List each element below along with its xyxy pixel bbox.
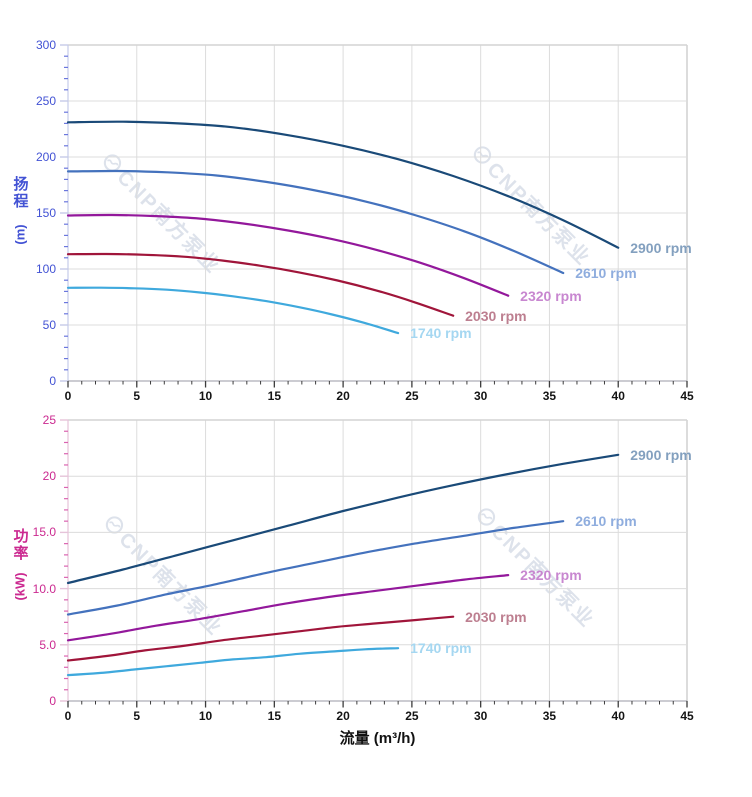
y-tick-label: 200 <box>35 150 56 164</box>
watermark: CNP南方泵业 <box>97 508 230 641</box>
head-axis-title: 扬 程 (m) <box>10 176 32 256</box>
series-curve-2030-rpm <box>66 252 455 317</box>
x-tick-label: 0 <box>64 709 72 723</box>
y-tick-label: 300 <box>35 38 56 52</box>
x-tick-label: 35 <box>542 389 557 403</box>
head-axis-title-char: 扬 <box>13 176 29 193</box>
series-curve-2320-rpm <box>66 213 510 297</box>
x-tick-label: 45 <box>680 709 694 723</box>
series-label-2030-rpm: 2030 rpm <box>465 608 527 625</box>
series-label-2030-rpm: 2030 rpm <box>465 307 527 324</box>
series-curve-2900-rpm <box>66 120 620 249</box>
series-label-1740-rpm: 1740 rpm <box>410 325 472 342</box>
series-label-2610-rpm: 2610 rpm <box>575 265 637 282</box>
series-curve-2610-rpm <box>66 520 565 616</box>
cnp-logo-icon <box>105 516 124 534</box>
series-curve-2030-rpm <box>66 615 455 662</box>
series-label-2900-rpm: 2900 rpm <box>630 446 692 463</box>
series-label-2320-rpm: 2320 rpm <box>520 287 582 304</box>
power-axis-title-char: 功 <box>13 528 29 545</box>
x-tick-label: 40 <box>611 709 625 723</box>
y-tick-label: 10.0 <box>32 581 56 596</box>
head-axis-unit: (m) <box>12 224 28 245</box>
x-tick-label: 5 <box>133 709 141 723</box>
x-tick-label: 35 <box>542 709 557 723</box>
series-curve-2900-rpm <box>66 453 620 585</box>
x-tick-label: 20 <box>336 389 350 403</box>
watermark: CNP南方泵业 <box>95 146 228 279</box>
x-tick-label: 30 <box>473 709 488 723</box>
y-tick-label: 250 <box>35 94 56 108</box>
x-tick-label: 15 <box>267 389 281 403</box>
series-label-2900-rpm: 2900 rpm <box>630 239 692 256</box>
x-tick-label: 45 <box>680 389 694 403</box>
x-tick-label: 40 <box>611 389 625 403</box>
x-tick-label: 5 <box>133 389 141 403</box>
x-tick-label: 25 <box>405 389 419 403</box>
series-label-1740-rpm: 1740 rpm <box>410 640 472 657</box>
series-curve-2320-rpm <box>66 574 510 642</box>
series-curve-1740-rpm <box>66 647 400 677</box>
y-tick-label: 20 <box>42 469 56 484</box>
head-axis-title-char: 程 <box>13 193 29 211</box>
x-tick-label: 10 <box>198 709 213 723</box>
x-tick-label: 20 <box>336 709 350 723</box>
y-tick-label: 25 <box>42 413 56 427</box>
cnp-logo-icon <box>103 154 122 172</box>
x-tick-label: 25 <box>405 709 419 723</box>
x-tick-label: 10 <box>198 389 213 403</box>
x-tick-label: 30 <box>473 389 488 403</box>
y-tick-label: 5.0 <box>39 637 56 652</box>
power-axis-title: 功 率 (kW) <box>10 528 32 608</box>
y-tick-label: 0 <box>49 694 56 708</box>
series-label-2610-rpm: 2610 rpm <box>575 513 637 530</box>
flow-axis-title: 流量 (m³/h) <box>339 730 416 747</box>
x-tick-label: 0 <box>64 389 72 403</box>
series-label-2320-rpm: 2320 rpm <box>520 567 582 584</box>
y-tick-label: 150 <box>35 206 56 220</box>
y-tick-label: 100 <box>35 262 56 276</box>
x-tick-label: 15 <box>267 709 281 723</box>
series-curve-2610-rpm <box>66 169 565 275</box>
y-tick-label: 50 <box>42 318 56 332</box>
power-axis-title-char: 率 <box>13 545 29 563</box>
y-tick-label: 15.0 <box>32 525 56 540</box>
series-curve-1740-rpm <box>66 286 400 335</box>
y-tick-label: 0 <box>49 374 56 388</box>
